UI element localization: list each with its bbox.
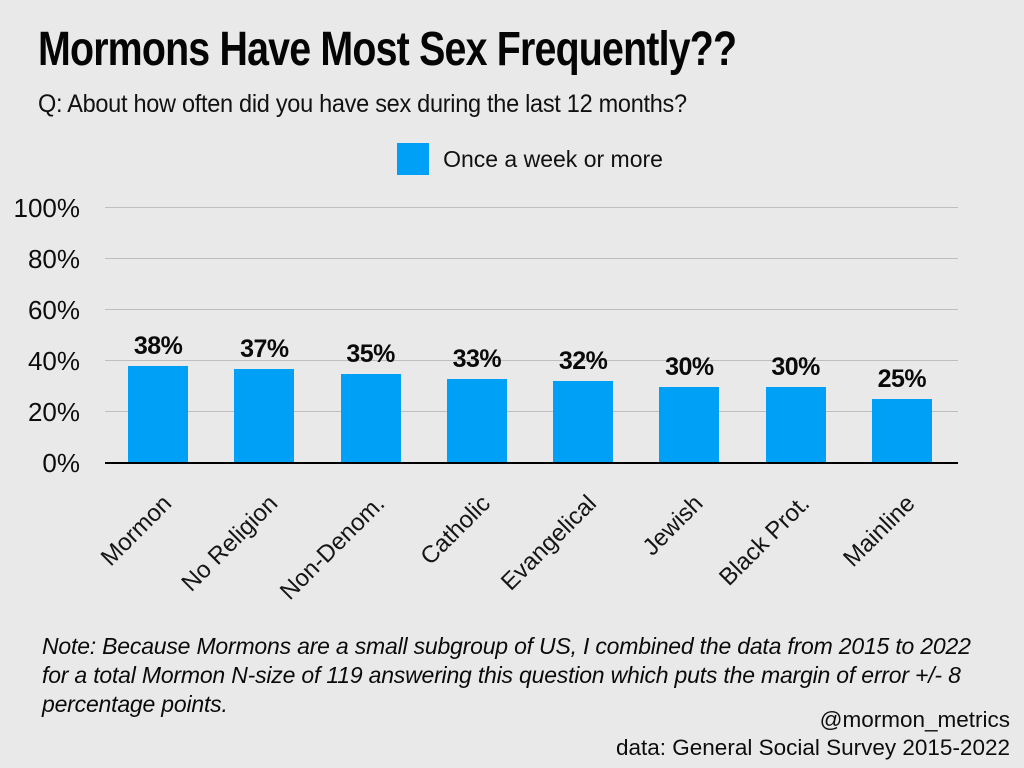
chart-subtitle: Q: About how often did you have sex duri…: [38, 90, 687, 118]
legend-label: Once a week or more: [443, 145, 663, 172]
y-tick-label: 60%: [27, 295, 80, 325]
x-axis-label-mormon: Mormon: [95, 490, 178, 572]
gridline-40: [105, 359, 958, 361]
attribution: @mormon_metrics data: General Social Sur…: [616, 706, 1010, 762]
bar-value-label: 25%: [877, 365, 927, 394]
bar: [128, 366, 189, 463]
bar-value-label: 30%: [771, 352, 820, 381]
y-tick-label: 100%: [13, 193, 81, 223]
bar-value-label: 32%: [558, 347, 608, 376]
x-axis-label-jewish: Jewish: [637, 490, 709, 561]
bar-chart-plot-area: 38% 37% 35% 33% 32% 30% 30% 25%: [105, 206, 958, 464]
x-axis-label-non-denom-: Non-Denom.: [274, 490, 390, 606]
bar-cell-black-prot-: 30%: [743, 208, 849, 463]
attribution-handle: @mormon_metrics: [819, 707, 1010, 732]
bar-series: 38% 37% 35% 33% 32% 30% 30% 25%: [105, 208, 955, 463]
bar: [871, 399, 932, 463]
bar-value-label: 38%: [133, 332, 183, 361]
attribution-source: data: General Social Survey 2015-2022: [615, 735, 1010, 761]
y-tick-label: 0%: [42, 448, 80, 478]
footnote: Note: Because Mormons are a small subgro…: [42, 633, 971, 717]
bar-cell-non-denom-: 35%: [318, 208, 424, 463]
bar-cell-evangelical: 32%: [530, 208, 636, 463]
x-axis-label-no-religion: No Religion: [176, 490, 284, 597]
gridline-80: [105, 257, 958, 259]
bar-value-label: 30%: [665, 352, 714, 381]
bar-cell-no-religion: 37%: [211, 208, 317, 463]
bar-cell-mormon: 38%: [105, 208, 211, 463]
gridline-20: [105, 410, 958, 412]
bar-cell-catholic: 33%: [424, 208, 530, 463]
y-tick-label: 20%: [27, 397, 80, 427]
bar: [234, 368, 295, 463]
x-axis-label-mainline: Mainline: [838, 490, 921, 573]
gridline-100: [105, 206, 958, 208]
y-tick-label: 80%: [27, 244, 80, 274]
x-axis-line: [105, 461, 958, 464]
bar: [765, 386, 826, 463]
bar-cell-jewish: 30%: [636, 208, 742, 463]
gridline-60: [105, 308, 958, 310]
bar-value-label: 35%: [346, 339, 395, 368]
bar-value-label: 33%: [452, 344, 502, 373]
bar: [659, 386, 720, 463]
bar: [553, 381, 614, 463]
bar: [446, 378, 507, 463]
chart-legend: Once a week or more: [105, 143, 955, 175]
page-title: Mormons Have Most Sex Frequently??: [38, 23, 737, 76]
y-tick-label: 40%: [27, 346, 80, 376]
legend-swatch-icon: [397, 143, 430, 175]
bar: [340, 373, 401, 463]
x-axis-label-black-prot-: Black Prot.: [713, 490, 815, 592]
bar-value-label: 37%: [240, 334, 289, 363]
x-axis-label-catholic: Catholic: [415, 490, 496, 571]
x-axis-label-evangelical: Evangelical: [496, 490, 603, 596]
bar-cell-mainline: 25%: [849, 208, 955, 463]
